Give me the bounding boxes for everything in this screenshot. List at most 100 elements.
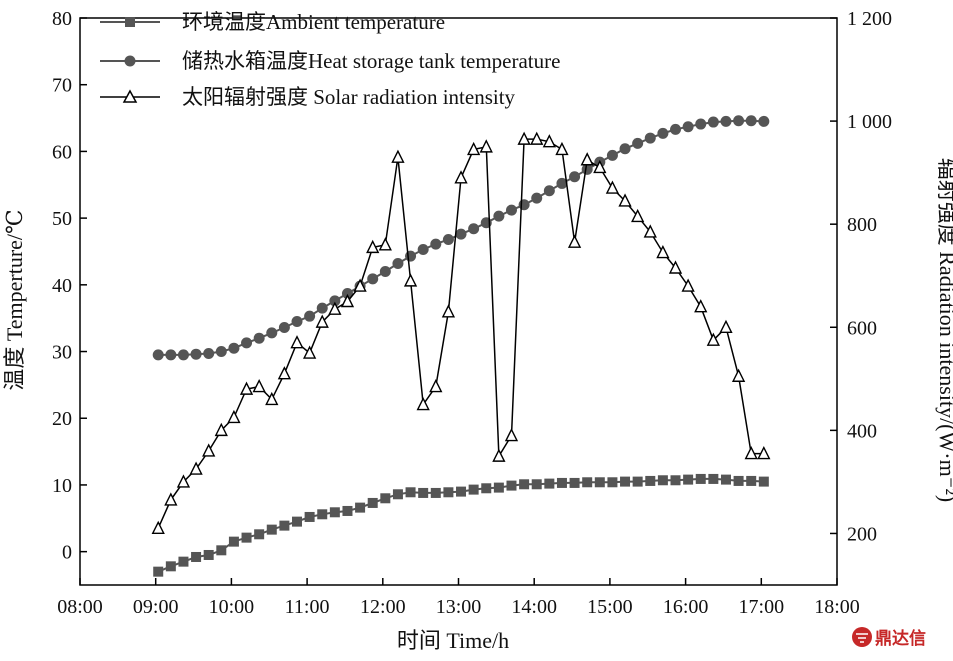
data-point <box>164 492 178 506</box>
data-point <box>316 302 328 314</box>
x-tick-label: 17:00 <box>739 596 785 618</box>
y-tick-label: 80 <box>52 8 72 30</box>
data-point <box>291 316 303 328</box>
data-point <box>239 381 254 395</box>
data-point <box>643 224 657 238</box>
data-point <box>441 304 456 318</box>
data-point <box>191 551 202 562</box>
data-point <box>758 115 770 127</box>
legend-marker-tank <box>124 55 136 67</box>
data-point <box>746 475 757 486</box>
series-2 <box>151 131 771 534</box>
legend-item-solar: 太阳辐射强度 Solar radiation intensity <box>100 85 516 109</box>
data-point <box>304 310 316 322</box>
y-tick-label: 30 <box>52 342 72 364</box>
data-point <box>479 139 493 153</box>
data-point <box>695 473 706 484</box>
data-point <box>657 127 669 139</box>
data-point <box>241 532 252 543</box>
data-point <box>733 475 744 486</box>
y2-tick-label: 1 200 <box>847 8 892 30</box>
legend-marker-ambient <box>125 17 135 27</box>
data-point <box>203 348 215 360</box>
data-point <box>555 141 569 156</box>
y-tick-label: 0 <box>62 542 72 564</box>
data-point <box>418 487 429 498</box>
data-point <box>355 502 366 513</box>
data-point <box>580 152 594 166</box>
data-point <box>556 477 567 488</box>
series-1 <box>152 115 770 361</box>
y2-tick-label: 800 <box>847 214 877 236</box>
data-point <box>569 477 580 488</box>
data-point <box>706 332 720 346</box>
data-point <box>657 475 668 486</box>
data-point <box>668 260 683 274</box>
data-point <box>531 192 543 204</box>
x-tick-label: 16:00 <box>663 596 709 618</box>
data-point <box>429 378 443 393</box>
data-point <box>606 149 618 161</box>
data-point <box>227 409 241 424</box>
data-point <box>153 566 164 577</box>
data-point <box>707 116 719 128</box>
y2-tick-label: 200 <box>847 523 877 545</box>
data-point <box>254 529 265 540</box>
data-point <box>531 479 542 490</box>
data-point <box>416 397 430 411</box>
data-point <box>543 185 555 197</box>
y2-tick-label: 600 <box>847 317 877 339</box>
data-point <box>190 348 202 360</box>
legend-label-tank: 储热水箱温度Heat storage tank temperature <box>182 49 560 73</box>
data-point <box>328 301 342 315</box>
data-point <box>631 208 645 223</box>
legend-marker-solar <box>122 89 138 103</box>
data-point <box>645 475 656 486</box>
data-point <box>682 121 694 133</box>
data-point <box>189 461 203 475</box>
data-point <box>380 493 391 504</box>
data-point <box>644 132 656 144</box>
data-point <box>492 448 506 462</box>
data-point <box>253 332 265 344</box>
data-point <box>481 483 492 494</box>
y-axis-title: 温度 Temperture/℃ <box>2 209 27 390</box>
data-point <box>467 141 481 156</box>
data-point <box>366 239 380 254</box>
series-layer <box>151 115 771 577</box>
data-point <box>304 511 315 522</box>
y2-tick-label: 1 000 <box>847 111 892 133</box>
x-tick-label: 09:00 <box>133 596 179 618</box>
x-tick-label: 14:00 <box>511 596 557 618</box>
data-point <box>542 134 556 148</box>
data-point <box>632 137 644 149</box>
data-point <box>720 115 732 127</box>
data-point <box>731 368 746 382</box>
data-point <box>340 293 355 308</box>
legend: 环境温度Ambient temperature 储热水箱温度Heat stora… <box>100 10 560 109</box>
data-point <box>392 489 403 500</box>
data-point <box>329 507 340 518</box>
data-point <box>151 520 165 534</box>
data-point <box>178 556 189 567</box>
data-point <box>607 477 618 488</box>
data-point <box>455 228 467 240</box>
data-point <box>405 250 417 262</box>
series-line <box>157 138 764 529</box>
data-point <box>315 314 329 328</box>
data-point <box>367 273 379 285</box>
series-0 <box>153 473 769 577</box>
data-point <box>430 487 441 498</box>
data-point <box>544 478 555 489</box>
y-tick-label: 20 <box>52 408 72 430</box>
data-point <box>176 474 191 488</box>
data-point <box>581 163 593 175</box>
axis-layer: 08:00 09:00 10:00 11:00 12:00 13:00 14:00 15:00… <box>52 8 892 618</box>
data-point <box>391 149 405 163</box>
data-point <box>517 131 531 145</box>
legend-item-ambient: 环境温度Ambient temperature <box>100 10 445 34</box>
data-point <box>252 378 266 393</box>
data-point <box>582 477 593 488</box>
data-point <box>695 118 707 130</box>
